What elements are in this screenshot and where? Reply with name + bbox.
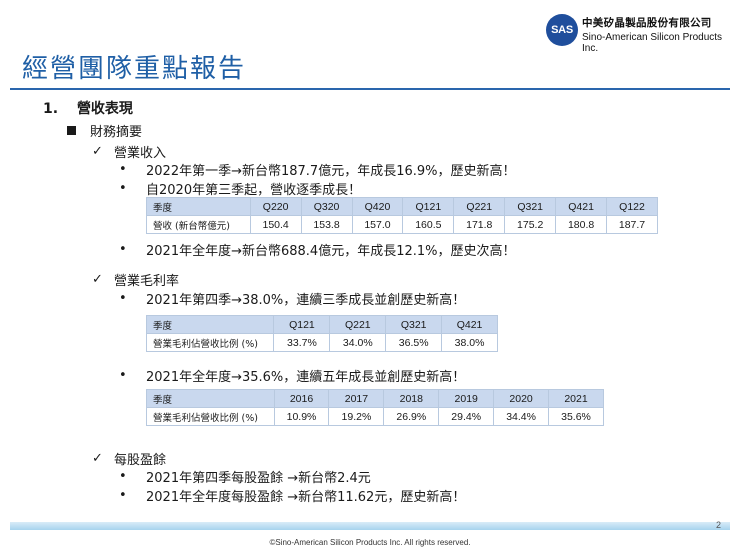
footer-band <box>10 522 730 530</box>
revenue-bullet-text: 自2020年第三季起，營收逐季成長！ <box>146 183 362 198</box>
gross-margin-heading: ✓ 營業毛利率 <box>92 270 179 289</box>
table-header-label: 季度 <box>146 197 251 216</box>
table-cell: 157.0 <box>351 215 404 234</box>
revenue-bullet: • 自2020年第三季起，營收逐季成長！ <box>119 179 361 198</box>
revenue-table: 季度 Q220 Q320 Q420 Q121 Q221 Q321 Q421 Q1… <box>146 197 658 234</box>
table-header-cell: Q421 <box>441 315 498 334</box>
table-header-cell: Q321 <box>504 197 557 216</box>
gross-margin-bullet-text: 2021年第四季→38.0%，連續三季成長並創歷史新高！ <box>146 293 466 308</box>
gross-margin-bullet: • 2021年第四季→38.0%，連續三季成長並創歷史新高！ <box>119 289 465 308</box>
eps-heading: ✓ 每股盈餘 <box>92 449 166 468</box>
table-cell: 33.7% <box>273 333 331 352</box>
table-cell: 26.9% <box>383 407 440 426</box>
company-name: 中美矽晶製品股份有限公司 Sino-American Silicon Produ… <box>582 15 740 54</box>
table-header-row: 季度 Q220 Q320 Q420 Q121 Q221 Q321 Q421 Q1… <box>146 197 658 216</box>
bullet-icon: • <box>119 242 127 257</box>
table-cell: 36.5% <box>385 333 443 352</box>
logo-text: SAS <box>551 24 573 36</box>
table-row-label: 營業毛利佔營收比例 (%) <box>146 407 275 426</box>
gross-margin-annual-table: 季度 2016 2017 2018 2019 2020 2021 營業毛利佔營收… <box>146 389 604 426</box>
table-header-cell: 2017 <box>328 389 385 408</box>
company-name-zh: 中美矽晶製品股份有限公司 <box>582 17 712 29</box>
section-heading: 1. 營收表現 <box>43 98 133 118</box>
revenue-bullet-text: 2022年第一季→新台幣187.7億元，年成長16.9%，歷史新高！ <box>146 164 516 179</box>
revenue-heading-label: 營業收入 <box>114 146 167 161</box>
bullet-icon: • <box>119 488 127 503</box>
table-header-cell: Q321 <box>385 315 443 334</box>
table-cell: 19.2% <box>328 407 385 426</box>
table-header-cell: Q221 <box>453 197 506 216</box>
revenue-bullet: • 2021年全年度→新台幣688.4億元，年成長12.1%，歷史次高！ <box>119 240 516 259</box>
section-number: 1. <box>43 101 59 117</box>
bullet-icon: • <box>119 469 127 484</box>
table-cell: 38.0% <box>441 333 498 352</box>
subsection-label: 財務摘要 <box>90 125 143 140</box>
table-header-cell: 2020 <box>493 389 550 408</box>
table-cell: 180.8 <box>555 215 608 234</box>
bullet-icon: • <box>119 181 127 196</box>
table-row-label: 營業毛利佔營收比例 (%) <box>145 333 275 352</box>
copyright-notice: ©Sino-American Silicon Products Inc. All… <box>269 538 471 547</box>
table-cell: 10.9% <box>273 407 330 426</box>
section-label: 營收表現 <box>76 101 133 117</box>
subsection-heading: 財務摘要 <box>67 121 142 140</box>
bullet-icon: • <box>119 368 127 383</box>
check-icon: ✓ <box>92 272 103 287</box>
page-number: 2 <box>716 520 722 530</box>
check-icon: ✓ <box>92 451 103 466</box>
table-row: 營收 (新台幣億元) 150.4 153.8 157.0 160.5 171.8… <box>146 215 658 234</box>
page-title: 經營團隊重點報告 <box>22 54 247 84</box>
table-cell: 34.0% <box>329 333 387 352</box>
table-cell: 160.5 <box>402 215 455 234</box>
table-header-cell: Q122 <box>606 197 658 216</box>
gross-margin-bullet-text: 2021年全年度→35.6%，連續五年成長並創歷史新高！ <box>146 370 466 385</box>
eps-bullet: • 2021年第四季每股盈餘 →新台幣2.4元 <box>119 467 371 486</box>
table-cell: 187.7 <box>606 215 658 234</box>
table-header-cell: Q220 <box>249 197 302 216</box>
table-header-cell: Q420 <box>351 197 404 216</box>
bullet-icon: • <box>119 162 127 177</box>
table-cell: 153.8 <box>300 215 353 234</box>
revenue-heading: ✓ 營業收入 <box>92 142 166 161</box>
company-logo: SAS <box>546 14 578 46</box>
gross-margin-heading-label: 營業毛利率 <box>114 274 180 289</box>
table-header-label: 季度 <box>145 315 275 334</box>
bullet-icon: • <box>119 291 127 306</box>
gross-margin-bullet: • 2021年全年度→35.6%，連續五年成長並創歷史新高！ <box>119 366 465 385</box>
square-bullet-icon <box>67 126 76 135</box>
table-row-label: 營收 (新台幣億元) <box>146 215 251 234</box>
table-header-cell: Q421 <box>555 197 608 216</box>
table-header-label: 季度 <box>146 389 275 408</box>
table-header-cell: 2016 <box>273 389 330 408</box>
table-cell: 175.2 <box>504 215 557 234</box>
eps-bullet: • 2021年全年度每股盈餘 →新台幣11.62元，歷史新高！ <box>119 486 465 505</box>
table-header-cell: 2019 <box>438 389 495 408</box>
table-row: 營業毛利佔營收比例 (%) 10.9% 19.2% 26.9% 29.4% 34… <box>146 407 604 426</box>
check-icon: ✓ <box>92 144 103 159</box>
revenue-bullet-text: 2021年全年度→新台幣688.4億元，年成長12.1%，歷史次高！ <box>146 244 516 259</box>
table-cell: 171.8 <box>453 215 506 234</box>
table-header-cell: Q121 <box>402 197 455 216</box>
revenue-bullet: • 2022年第一季→新台幣187.7億元，年成長16.9%，歷史新高！ <box>119 160 516 179</box>
company-name-en: Sino-American Silicon Products Inc. <box>582 32 723 54</box>
gross-margin-quarter-table: 季度 Q121 Q221 Q321 Q421 營業毛利佔營收比例 (%) 33.… <box>145 315 498 352</box>
table-cell: 29.4% <box>438 407 495 426</box>
table-header-cell: Q121 <box>273 315 331 334</box>
table-header-cell: 2021 <box>548 389 604 408</box>
table-cell: 150.4 <box>249 215 302 234</box>
eps-heading-label: 每股盈餘 <box>114 453 167 468</box>
table-cell: 35.6% <box>548 407 604 426</box>
table-cell: 34.4% <box>493 407 550 426</box>
title-divider <box>10 88 730 90</box>
table-header-row: 季度 2016 2017 2018 2019 2020 2021 <box>146 389 604 408</box>
table-row: 營業毛利佔營收比例 (%) 33.7% 34.0% 36.5% 38.0% <box>145 333 498 352</box>
eps-bullet-text: 2021年全年度每股盈餘 →新台幣11.62元，歷史新高！ <box>146 490 466 505</box>
table-header-cell: 2018 <box>383 389 440 408</box>
table-header-row: 季度 Q121 Q221 Q321 Q421 <box>145 315 498 334</box>
eps-bullet-text: 2021年第四季每股盈餘 →新台幣2.4元 <box>146 471 371 486</box>
table-header-cell: Q320 <box>300 197 353 216</box>
table-header-cell: Q221 <box>329 315 387 334</box>
